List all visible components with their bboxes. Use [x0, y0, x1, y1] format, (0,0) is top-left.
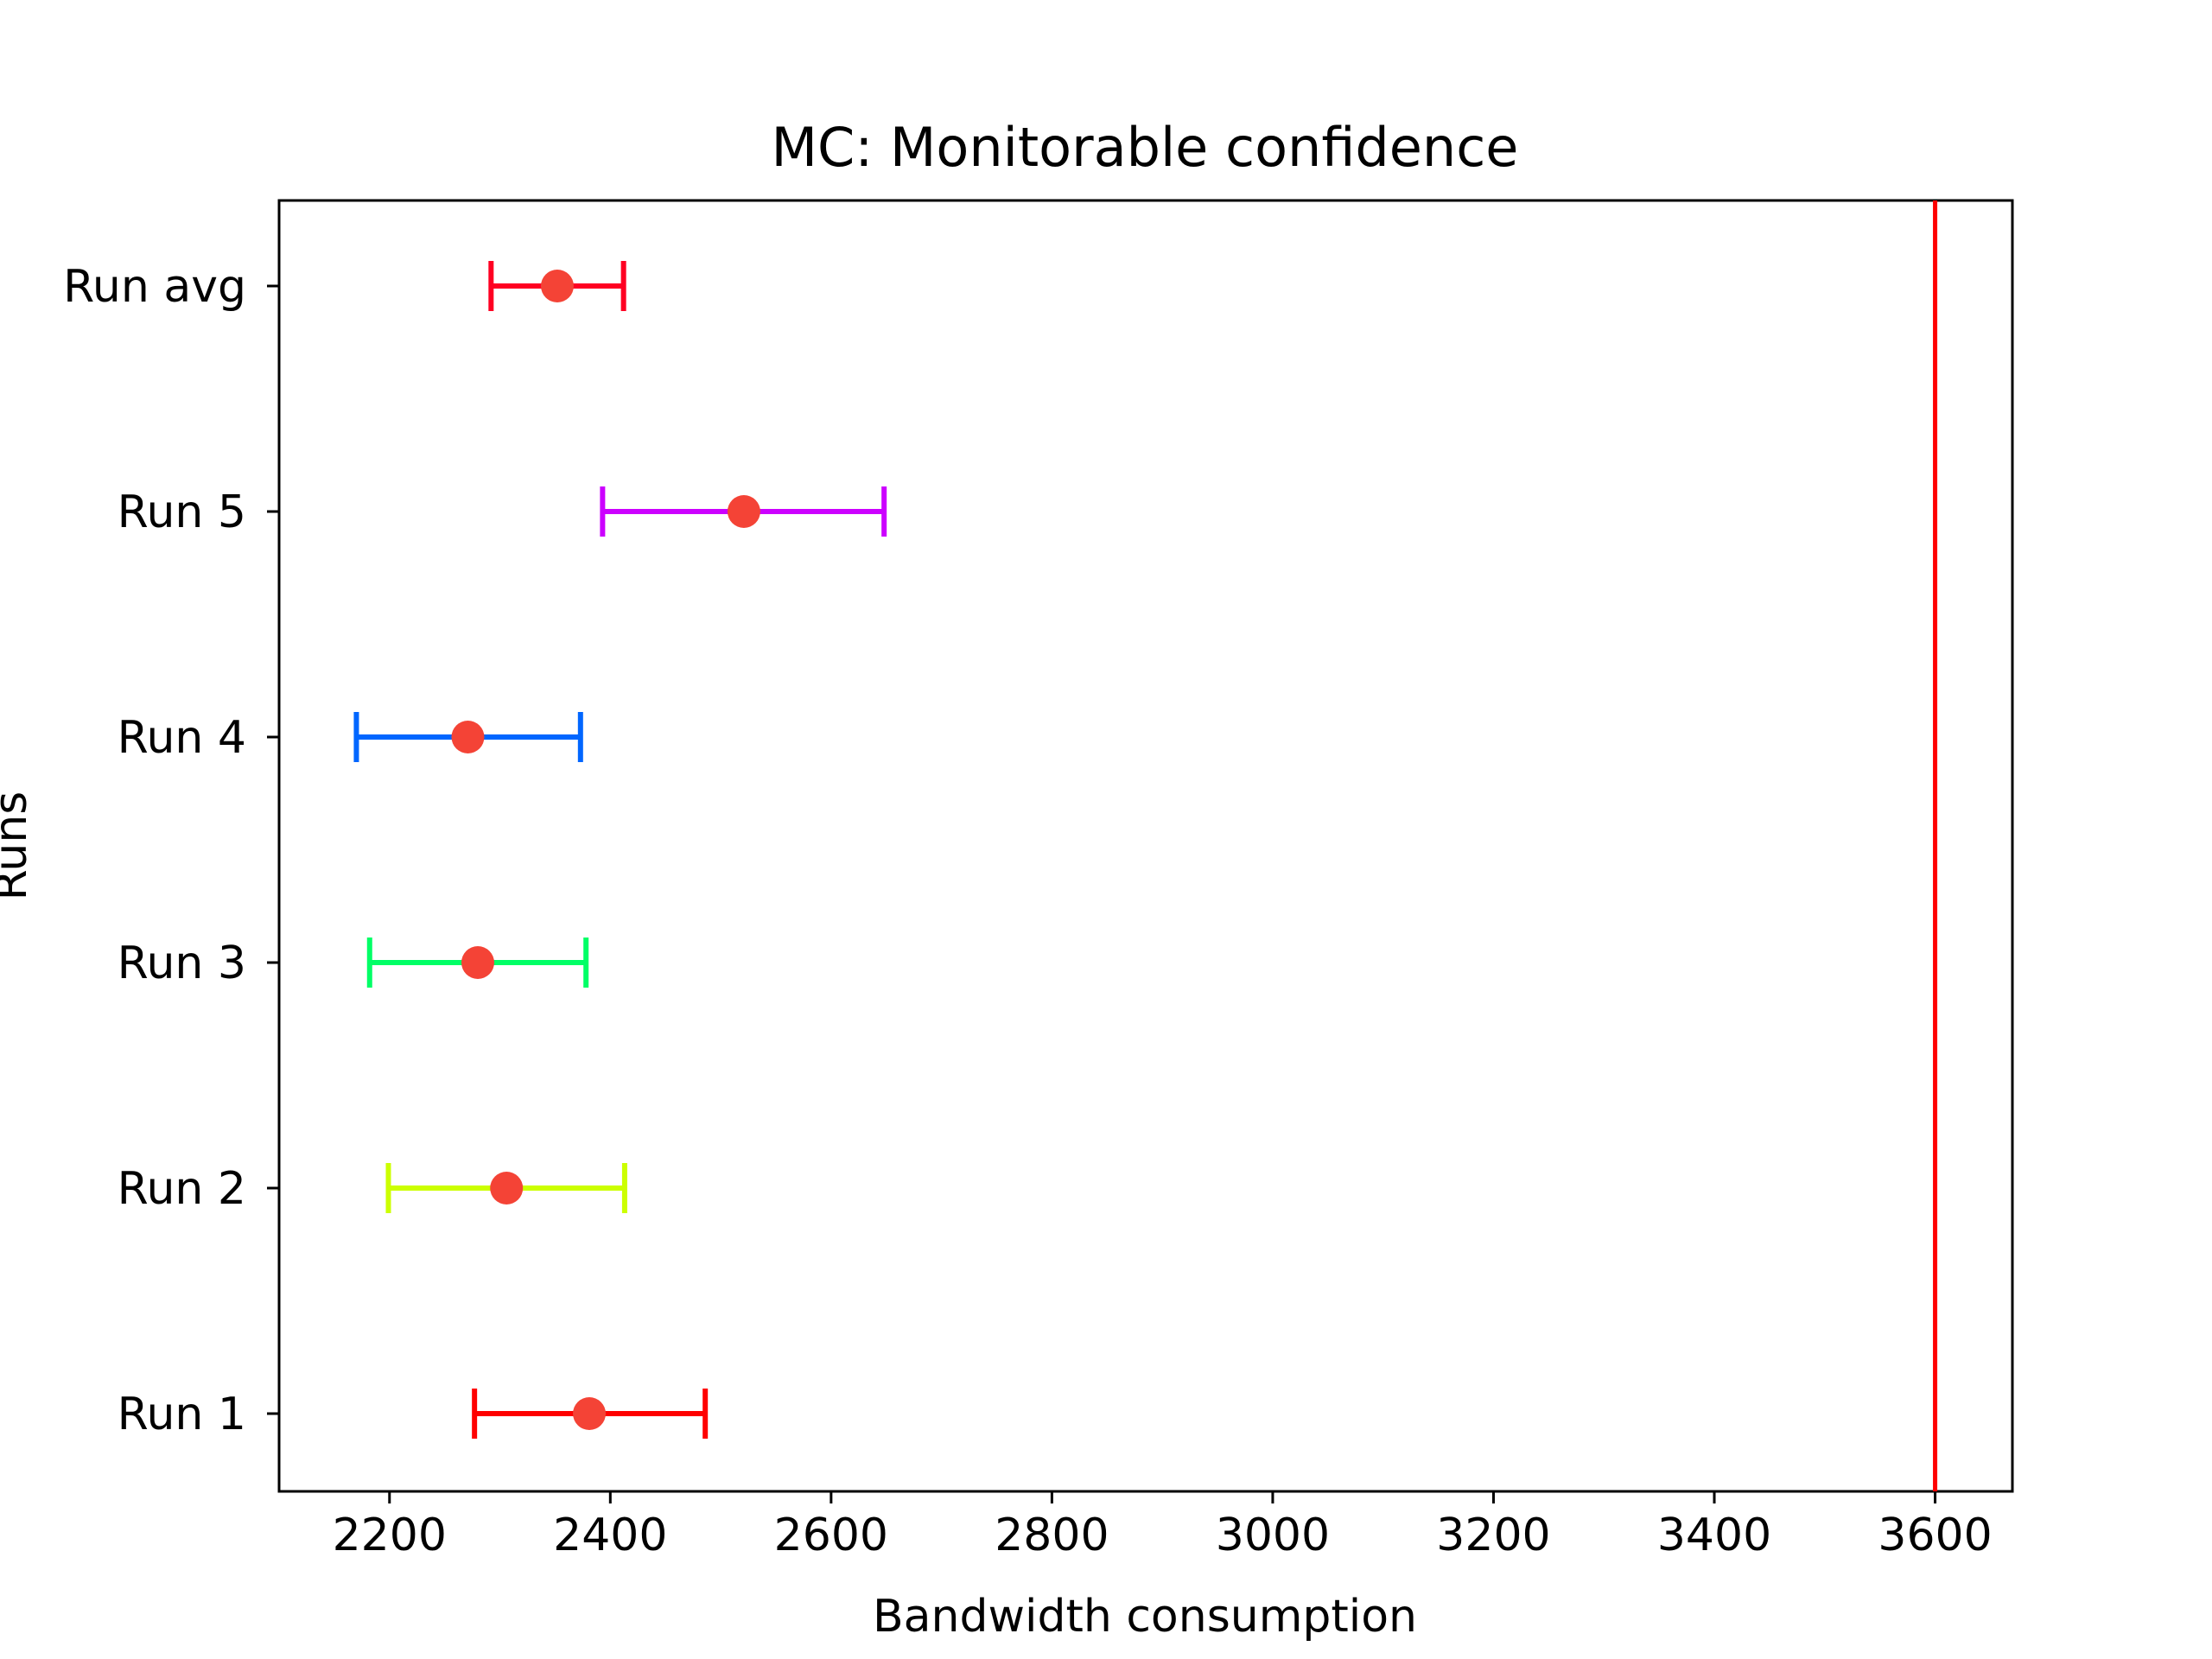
y-tick-label-run-5: Run 5 [118, 486, 246, 538]
plot-area [277, 199, 2014, 1493]
x-tick-label-2400: 2400 [553, 1510, 667, 1561]
y-tick-label-run-2: Run 2 [118, 1163, 246, 1215]
x-tick-label-3400: 3400 [1657, 1510, 1771, 1561]
mean-point-run-1 [573, 1397, 607, 1430]
y-axis-ticks: Run 1 Run 2 Run 3 Run 4 Run 5 Run avg [63, 261, 279, 1440]
mean-point-run-2 [490, 1172, 524, 1205]
y-tick-label-run-avg: Run avg [63, 261, 246, 313]
y-tick-label-run-1: Run 1 [118, 1389, 246, 1440]
mean-point-run-avg [540, 270, 574, 302]
x-axis-ticks: 2200 2400 2600 2800 3000 3200 3400 3600 [333, 1491, 1993, 1561]
y-axis-label: Runs [0, 791, 37, 901]
y-tick-label-run-4: Run 4 [118, 712, 246, 764]
mean-point-run-3 [461, 946, 494, 979]
x-axis-label: Bandwidth consumption [873, 1591, 1417, 1643]
x-tick-label-2600: 2600 [774, 1510, 888, 1561]
mean-point-run-4 [451, 721, 485, 753]
x-tick-label-2800: 2800 [995, 1510, 1109, 1561]
x-tick-label-3600: 3600 [1878, 1510, 1992, 1561]
y-tick-label-run-3: Run 3 [118, 938, 246, 989]
x-tick-label-2200: 2200 [333, 1510, 447, 1561]
chart-title: MC: Monitorable confidence [772, 116, 1519, 179]
mean-point-run-5 [727, 495, 760, 528]
x-tick-label-3000: 3000 [1216, 1510, 1330, 1561]
x-tick-label-3200: 3200 [1436, 1510, 1550, 1561]
chart-marks [353, 200, 1938, 1491]
